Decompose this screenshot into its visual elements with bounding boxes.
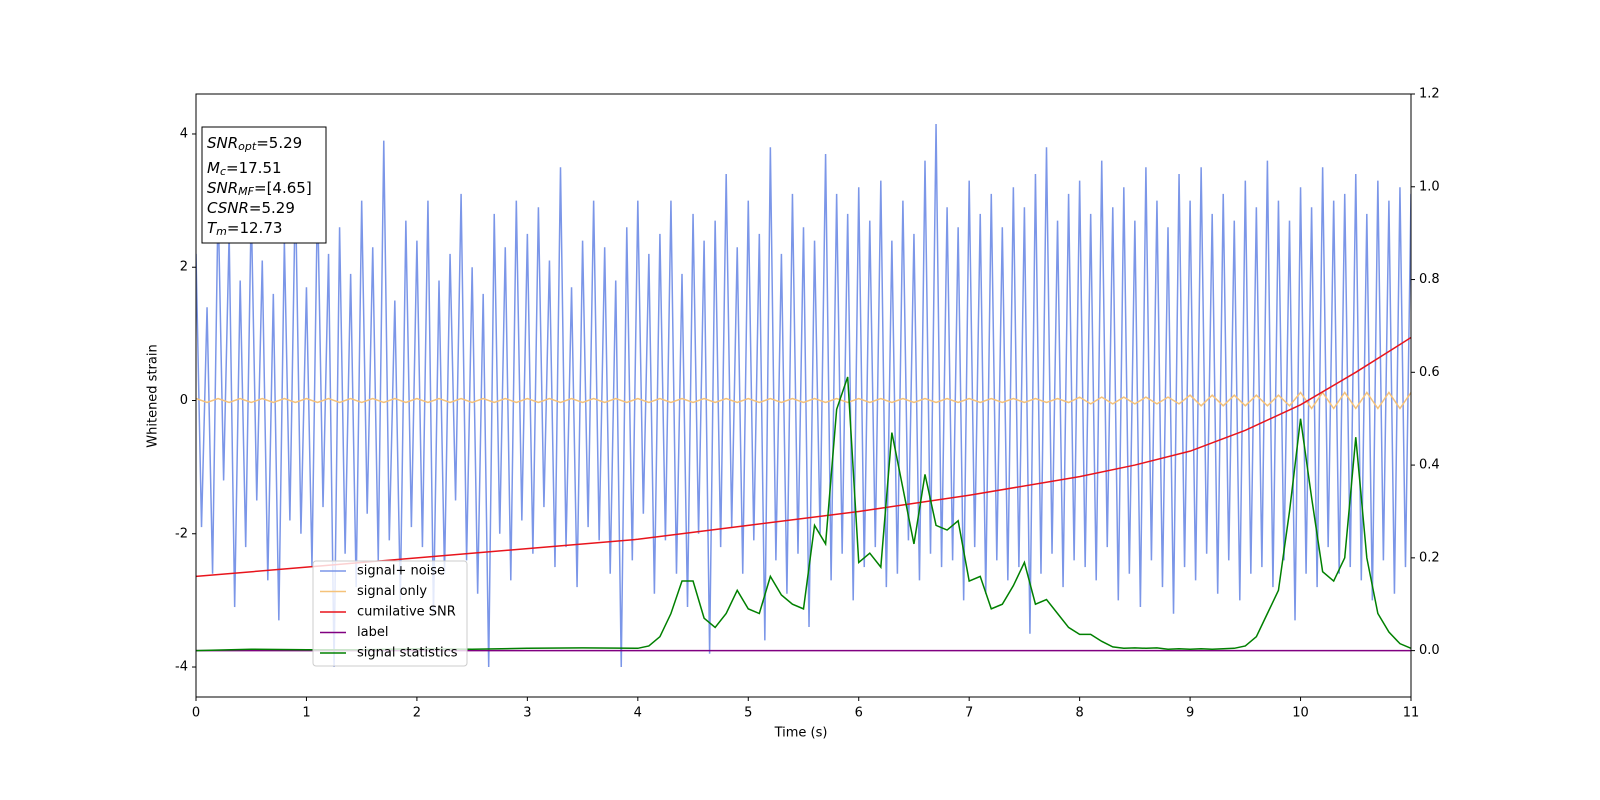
- x-tick-label: 11: [1403, 706, 1420, 721]
- annotation-symbol: SNR: [207, 134, 238, 152]
- annotation-frame: [201, 126, 327, 244]
- y-tick-label: -2: [175, 526, 188, 541]
- y2-tick-label: 1.2: [1419, 87, 1440, 102]
- x-tick-label: 6: [855, 706, 863, 721]
- axes-frame: [195, 93, 1412, 698]
- legend-label: signal+ noise: [357, 564, 445, 579]
- annotation-text: Mc=17.51: [207, 159, 282, 179]
- annotation-value: =17.51: [226, 159, 282, 177]
- x-tick-label: 10: [1292, 706, 1309, 721]
- y-tick-label: 4: [180, 126, 188, 141]
- y-tick-label: 2: [180, 260, 188, 275]
- annotation-text: CSNR=5.29: [207, 199, 295, 217]
- x-tick-label: 1: [302, 706, 310, 721]
- x-tick-label: 3: [523, 706, 531, 721]
- x-tick-label: 5: [744, 706, 752, 721]
- y2-tick-label: 0.2: [1419, 550, 1440, 565]
- x-tick-label: 7: [965, 706, 973, 721]
- y2-tick-label: 0.0: [1419, 643, 1440, 658]
- annotation-symbol: SNR: [207, 179, 238, 197]
- annotation-subscript: MF: [238, 185, 254, 198]
- legend-label: signal only: [357, 584, 427, 599]
- series-line: [196, 391, 1411, 410]
- legend: signal+ noise signal only cumilative SNR la…: [312, 560, 468, 667]
- series-line: [196, 376, 1411, 652]
- annotation-value: =5.29: [249, 199, 295, 217]
- legend-label: signal statistics: [357, 646, 458, 661]
- x-axis-label: Time (s): [774, 726, 828, 741]
- annotation-text: SNRMF=[4.65]: [207, 179, 312, 199]
- annotation-subscript: c: [220, 165, 226, 178]
- series-line: [196, 123, 1411, 668]
- y-axis-label: Whitened strain: [146, 344, 161, 447]
- annotation-text: SNRopt=5.29: [207, 134, 302, 154]
- legend-frame: [312, 560, 468, 667]
- x-tick-label: 8: [1075, 706, 1083, 721]
- x-tick-label: 9: [1186, 706, 1194, 721]
- legend-label: cumilative SNR: [357, 605, 456, 620]
- annotation-symbol: T: [207, 219, 218, 237]
- annotation-value: =[4.65]: [254, 179, 312, 197]
- x-tick-label: 2: [413, 706, 421, 721]
- annotation-value: =5.29: [256, 134, 302, 152]
- y-tick-label: -4: [175, 660, 188, 675]
- series-line: [196, 336, 1411, 578]
- legend-label: label: [357, 625, 388, 640]
- y2-tick-label: 0.4: [1419, 458, 1440, 473]
- annotation-subscript: opt: [238, 140, 257, 153]
- annotation-value: =12.73: [227, 219, 283, 237]
- y2-tick-label: 0.6: [1419, 365, 1440, 380]
- x-tick-label: 4: [634, 706, 642, 721]
- x-tick-label: 0: [192, 706, 200, 721]
- y2-tick-label: 1.0: [1419, 179, 1440, 194]
- annotation-subscript: m: [216, 225, 227, 238]
- annotation-symbol: M: [207, 159, 220, 177]
- y2-tick-label: 0.8: [1419, 272, 1440, 287]
- annotation-text: Tm=12.73: [207, 219, 282, 239]
- annotation-box: SNRopt=5.29Mc=17.51SNRMF=[4.65]CSNR=5.29…: [201, 126, 327, 244]
- annotation-symbol: CSNR: [207, 199, 249, 217]
- y-tick-label: 0: [180, 393, 188, 408]
